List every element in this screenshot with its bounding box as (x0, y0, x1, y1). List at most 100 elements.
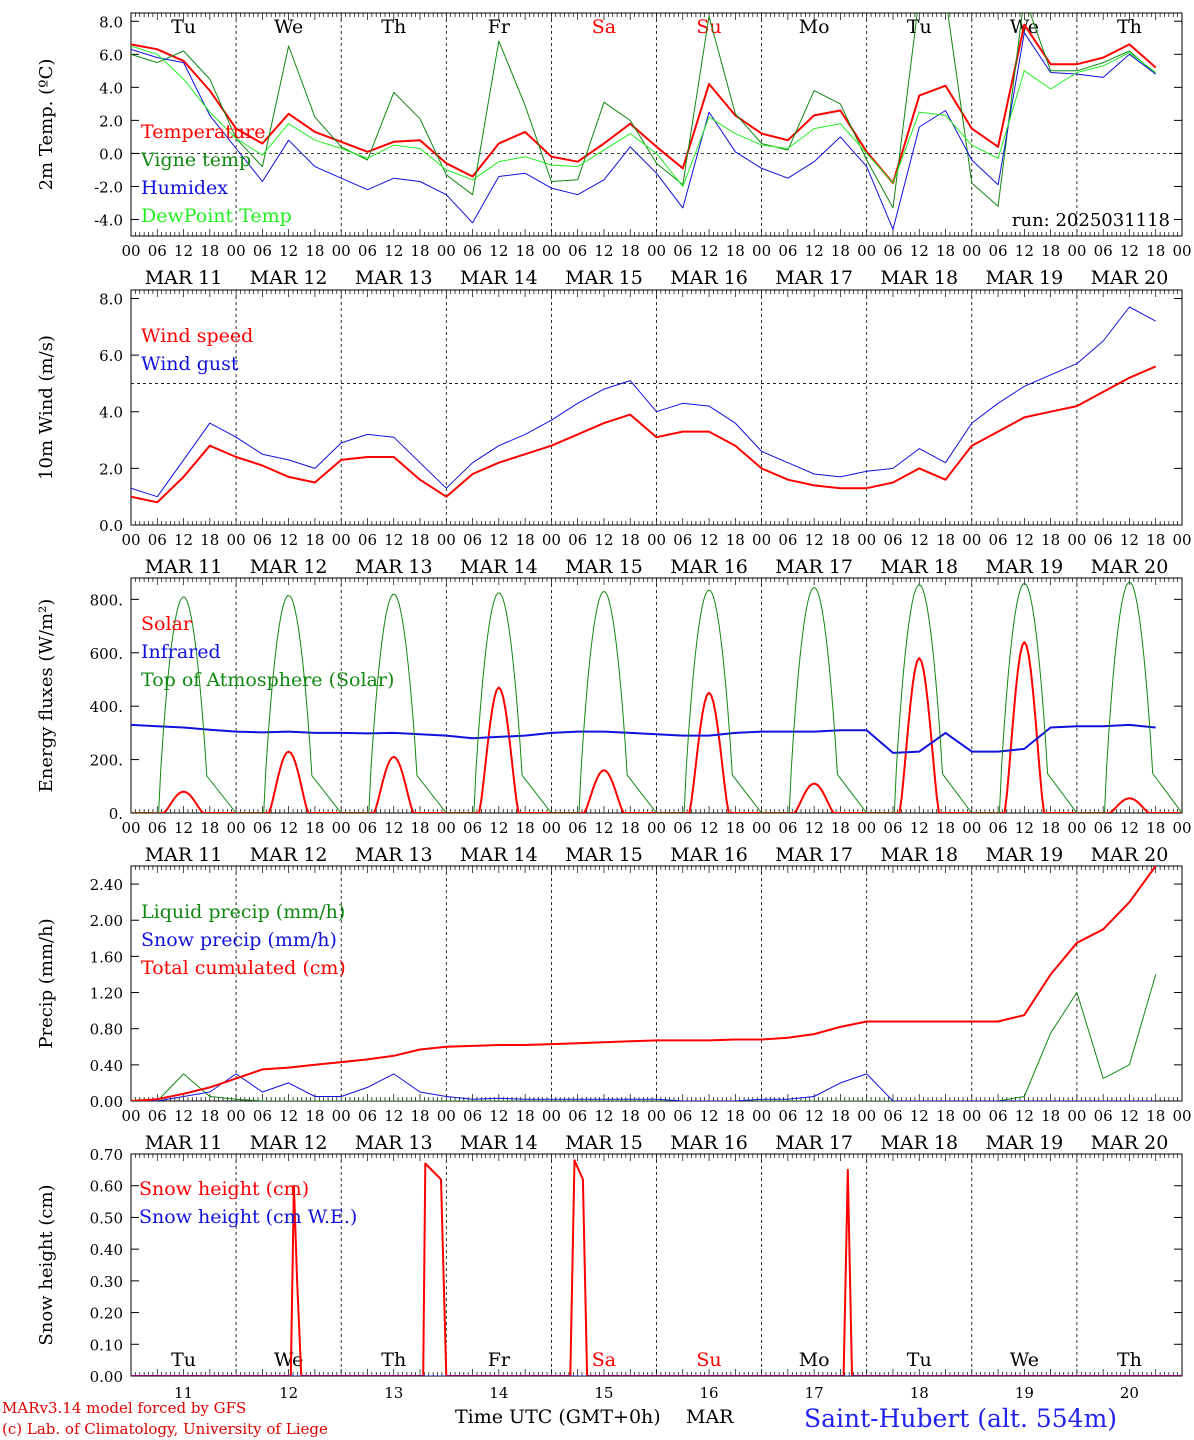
panel-energy: 0. 200. 400. 600. 800. Energy fluxes (W/m²) So… (36, 577, 1192, 866)
date-label: MAR 19 (985, 556, 1063, 578)
y-tick-label: -4.0 (94, 211, 123, 229)
hour-label: 06 (463, 1107, 482, 1125)
hour-label: 12 (384, 819, 403, 837)
lab-credit: (c) Lab. of Climatology, University of L… (2, 1420, 328, 1438)
day-name-label: Tu (907, 1349, 932, 1371)
hour-label: 12 (384, 1107, 403, 1125)
hour-label: 06 (883, 1107, 902, 1125)
hour-label: 12 (1015, 1107, 1034, 1125)
series-line-0 (131, 23, 1157, 185)
date-label: MAR 15 (565, 267, 643, 289)
date-label: MAR 14 (460, 556, 538, 578)
y-tick-label: 8.0 (99, 290, 123, 308)
hour-label: 12 (700, 531, 719, 549)
hour-label: 12 (700, 242, 719, 260)
hour-label: 00 (542, 242, 561, 260)
hour-label: 12 (489, 531, 508, 549)
hour-label: 18 (936, 531, 955, 549)
legend-entry: Vigne temp (140, 149, 251, 171)
hour-label: 06 (568, 819, 587, 837)
day-name-label: Su (696, 1349, 721, 1371)
hour-label: 06 (778, 531, 797, 549)
hour-label: 00 (332, 1107, 351, 1125)
hour-label: 18 (1041, 242, 1060, 260)
hour-label: 06 (1094, 531, 1113, 549)
hour-label: 00 (332, 819, 351, 837)
hour-label: 00 (332, 242, 351, 260)
date-label: MAR 11 (145, 844, 223, 866)
hour-label: 06 (778, 819, 797, 837)
hour-label: 18 (1041, 531, 1060, 549)
x-day-label: 15 (594, 1384, 613, 1402)
day-name-label: Fr (488, 1349, 511, 1371)
y-tick-label: 200. (90, 752, 123, 770)
hour-label: 06 (358, 819, 377, 837)
hour-label: 06 (673, 242, 692, 260)
hour-label: 06 (463, 531, 482, 549)
y-tick-label: 0.40 (90, 1057, 123, 1075)
hour-label: 18 (1146, 242, 1165, 260)
hour-label: 12 (805, 819, 824, 837)
x-day-label: 16 (700, 1384, 719, 1402)
day-name-label: Fr (488, 16, 511, 38)
hour-label: 06 (673, 819, 692, 837)
hour-label: 00 (542, 1107, 561, 1125)
hour-label: 12 (174, 242, 193, 260)
hour-label: 06 (883, 242, 902, 260)
legend-entry: Snow precip (mm/h) (141, 929, 337, 951)
series-line-0 (131, 365, 1157, 504)
legend-entry: Wind gust (141, 353, 239, 375)
legend-entry: Total cumulated (cm) (141, 957, 346, 979)
x-day-label: 18 (910, 1384, 929, 1402)
date-label: MAR 11 (145, 556, 223, 578)
legend-entry: Snow height (cm) (139, 1178, 309, 1200)
legend-entry: Solar (141, 613, 193, 635)
hour-label: 06 (989, 531, 1008, 549)
day-name-label: Th (1117, 1349, 1142, 1371)
y-tick-label: 800. (90, 591, 123, 609)
x-day-label: 12 (279, 1384, 298, 1402)
hour-label: 12 (1120, 1107, 1139, 1125)
hour-label: 00 (857, 242, 876, 260)
hour-label: 06 (568, 531, 587, 549)
hour-label: 18 (410, 242, 429, 260)
hour-label: 18 (305, 242, 324, 260)
date-label: MAR 14 (460, 267, 538, 289)
y-tick-label: 0.0 (99, 145, 123, 163)
hour-label: 00 (1172, 242, 1191, 260)
hour-label: 06 (1094, 1107, 1113, 1125)
hour-label: 06 (253, 242, 272, 260)
hour-label: 18 (516, 531, 535, 549)
day-name-label: Tu (171, 16, 196, 38)
hour-label: 18 (621, 819, 640, 837)
hour-label: 06 (358, 242, 377, 260)
date-label: MAR 14 (460, 1132, 538, 1154)
hour-label: 00 (857, 1107, 876, 1125)
y-tick-label: 0.00 (90, 1093, 123, 1111)
hour-label: 12 (910, 1107, 929, 1125)
hour-label: 18 (410, 1107, 429, 1125)
hour-label: 12 (1015, 819, 1034, 837)
hour-label: 12 (594, 242, 613, 260)
hour-label: 00 (857, 531, 876, 549)
date-label: MAR 19 (985, 267, 1063, 289)
hour-label: 18 (831, 242, 850, 260)
hour-label: 12 (174, 819, 193, 837)
date-label: MAR 13 (355, 1132, 433, 1154)
hour-label: 18 (936, 819, 955, 837)
hour-label: 00 (857, 819, 876, 837)
y-tick-label: 6.0 (99, 347, 123, 365)
legend-entry: Temperature (141, 121, 265, 143)
day-name-label: Sa (592, 1349, 616, 1371)
hour-label: 06 (1094, 242, 1113, 260)
hour-label: 06 (673, 531, 692, 549)
series-group (131, 13, 1157, 230)
x-day-label: 20 (1120, 1384, 1139, 1402)
series-line-2 (131, 581, 1182, 813)
series-line-1 (131, 1073, 1156, 1101)
hour-label: 00 (121, 1107, 140, 1125)
hour-label: 06 (253, 819, 272, 837)
x-day-label: 13 (384, 1384, 403, 1402)
hour-label: 18 (200, 819, 219, 837)
hour-label: 12 (1015, 531, 1034, 549)
